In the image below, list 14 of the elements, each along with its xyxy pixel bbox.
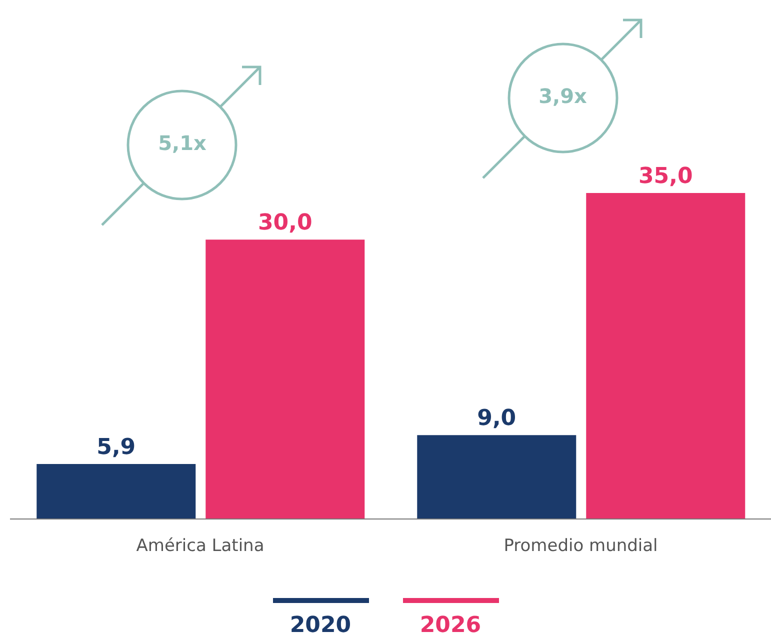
- bar: [417, 435, 576, 519]
- text: 3,9x: [538, 84, 588, 108]
- bar: [206, 240, 365, 519]
- legend-label: 2026: [420, 613, 482, 638]
- data-label: 35,0: [638, 164, 693, 189]
- text: 5,1x: [157, 130, 208, 155]
- bar: [586, 193, 746, 519]
- bar: [36, 464, 196, 519]
- x-tick-label: América Latina: [136, 536, 264, 556]
- x-tick-label: Promedio mundial: [504, 536, 658, 556]
- data-label: 30,0: [258, 210, 312, 236]
- data-label: 5,9: [96, 435, 136, 460]
- legend-label: 2020: [290, 613, 352, 638]
- data-label: 9,0: [477, 406, 516, 432]
